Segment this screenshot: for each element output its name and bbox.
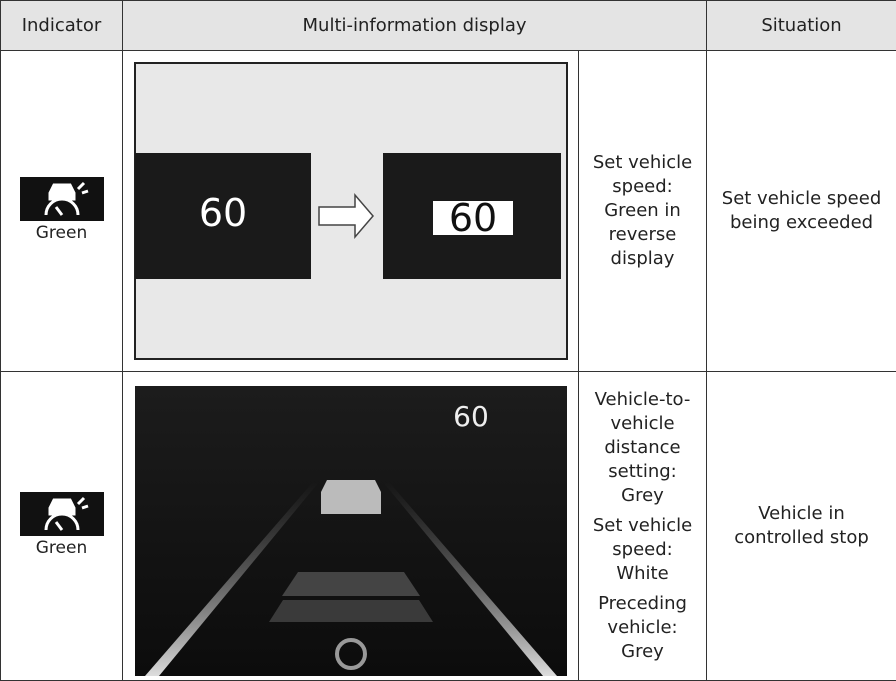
display-cell: 60 — [123, 372, 579, 681]
row: Green 60 Vehicle-to-vehicle distance set… — [1, 372, 896, 681]
header-cell: Multi-information display — [123, 1, 707, 51]
description: Preceding vehicle: Grey — [587, 592, 698, 664]
indicator-label: Green — [1, 536, 122, 560]
indicator-icon — [20, 492, 104, 536]
description-cell: Vehicle-to-vehicle distance setting: Gre… — [579, 372, 707, 681]
speed-text: 60 — [453, 400, 489, 433]
display-image: 60 60 — [123, 51, 579, 371]
header-cell: Indicator — [1, 1, 123, 51]
situation-cell: Set vehicle speed being exceeded — [707, 51, 896, 372]
display-image: 60 — [123, 372, 579, 680]
description: Set vehicle speed: Green in reverse disp… — [587, 151, 698, 271]
speed-text: 60 — [199, 191, 247, 235]
description: Vehicle-to-vehicle distance setting: Gre… — [587, 388, 698, 508]
description-cell: Set vehicle speed: Green in reverse disp… — [579, 51, 707, 372]
indicator-label: Green — [1, 221, 122, 245]
indicator-icon — [20, 177, 104, 221]
description: Set vehicle speed: White — [587, 514, 698, 586]
header-row: Indicator Multi-information display Situ… — [1, 1, 896, 51]
row: Green 60 60 Set vehicle speed: Green in … — [1, 51, 896, 372]
situation-cell: Vehicle in controlled stop — [707, 372, 896, 681]
display-cell: 60 60 — [123, 51, 579, 372]
speed-text-reverse: 60 — [449, 196, 497, 240]
header-cell: Situation — [707, 1, 896, 51]
indicator-cell: Green — [1, 372, 123, 681]
indicator-cell: Green — [1, 51, 123, 372]
